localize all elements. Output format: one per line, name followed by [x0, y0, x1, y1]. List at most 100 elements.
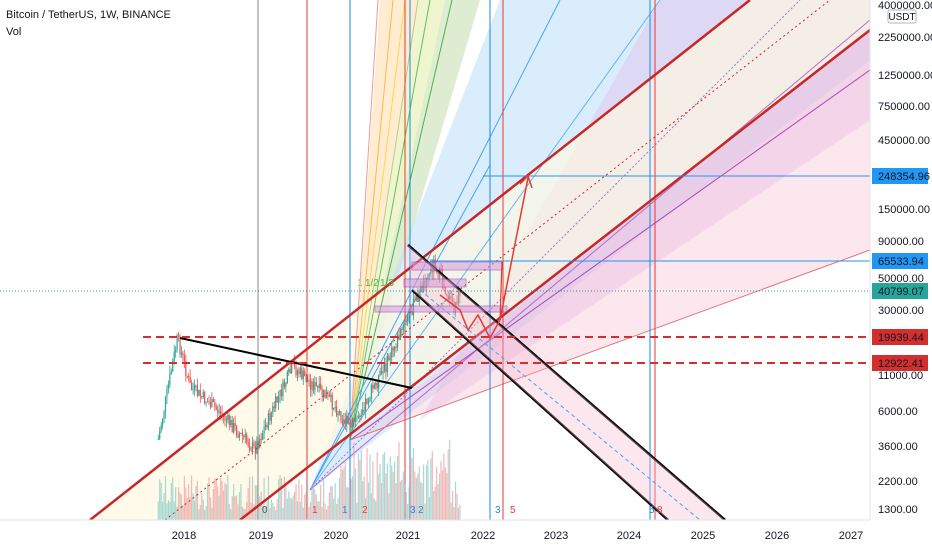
channel-upper — [89, 0, 751, 520]
volume-bar — [401, 479, 403, 520]
candle-body — [254, 445, 257, 454]
volume-bar — [433, 491, 435, 520]
volume-bar — [346, 487, 348, 520]
volume-bar — [166, 503, 168, 520]
volume-bar — [183, 476, 185, 520]
time-tick-label: 2020 — [324, 530, 348, 542]
volume-bar — [221, 480, 223, 520]
candle-body — [411, 310, 413, 315]
volume-bar — [228, 504, 230, 520]
volume-bar — [249, 476, 251, 520]
price-label-badge: 12922.41 — [872, 355, 928, 371]
volume-bar — [409, 456, 412, 520]
volume-bar — [398, 441, 400, 520]
price-tick-label: 11000.00 — [878, 370, 923, 382]
candle-body — [278, 396, 280, 403]
candle-body — [163, 411, 165, 419]
candle-body — [235, 426, 238, 436]
volume-bar — [378, 474, 380, 520]
time-tick-label: 2021 — [396, 530, 420, 542]
candle-body — [159, 430, 161, 440]
candle-body — [282, 381, 284, 397]
volume-bar — [162, 501, 164, 520]
volume-bar — [453, 507, 455, 520]
symbol-title[interactable]: Bitcoin / TetherUS, 1W, BINANCE — [6, 9, 171, 21]
price-label-text: 12922.41 — [878, 358, 924, 370]
volume-bar — [444, 467, 446, 520]
volume-bar — [353, 442, 355, 520]
candle-body — [208, 401, 210, 403]
volume-bar — [328, 492, 330, 520]
volume-indicator-label[interactable]: Vol — [6, 26, 22, 38]
volume-bar — [266, 501, 268, 520]
currency-badge-box[interactable] — [887, 9, 917, 24]
candle-body — [177, 335, 180, 337]
volume-bar — [331, 486, 333, 520]
fan-labels: 1 1/2 1/3 — [357, 278, 394, 289]
candle-body — [189, 376, 191, 384]
volume-bar — [356, 502, 358, 520]
cycle-marker: 3 — [410, 505, 416, 516]
volume-bar — [188, 484, 190, 520]
candle-body — [238, 433, 241, 438]
candle-body — [260, 438, 262, 440]
candle-body — [176, 335, 178, 350]
volume-bar — [217, 486, 219, 520]
time-tick-label: 2026 — [765, 530, 789, 542]
volume-bar — [350, 478, 352, 520]
volume-bar — [347, 487, 349, 520]
candle-body — [373, 384, 375, 389]
candle-body — [314, 382, 316, 391]
volume-bar — [201, 492, 203, 520]
volume-bar — [299, 502, 301, 520]
candle-body — [191, 383, 193, 390]
volume-bar — [182, 505, 184, 520]
candle-body — [240, 432, 242, 434]
candle-body — [417, 295, 419, 302]
zone-box-3 — [374, 305, 508, 313]
candle-body — [414, 299, 416, 301]
volume-bar — [167, 500, 170, 520]
black-downtrend — [179, 337, 413, 389]
candle-body — [228, 414, 230, 425]
candle-body — [415, 295, 417, 301]
candle-body — [259, 438, 261, 448]
volume-bar — [246, 501, 248, 520]
volume-bar — [396, 455, 399, 520]
volume-bar — [383, 451, 386, 520]
projection-arrowhead — [519, 174, 533, 189]
volume-bar — [415, 477, 417, 520]
candle-body — [322, 389, 325, 396]
volume-bar — [275, 509, 277, 520]
volume-bar — [247, 488, 249, 520]
candle-body — [420, 285, 422, 290]
volume-bar — [172, 477, 174, 520]
channel-lower — [239, 29, 870, 520]
volume-bar — [382, 454, 384, 520]
price-tick-label: 6000.00 — [878, 406, 918, 418]
candle-body — [182, 352, 184, 356]
candle-body — [340, 411, 342, 421]
volume-bar — [341, 469, 344, 520]
candle-body — [275, 396, 277, 409]
candle-body — [459, 290, 461, 296]
candle-body — [231, 420, 233, 433]
volume-bar — [454, 481, 457, 520]
volume-bar — [211, 507, 213, 520]
candle-body — [317, 385, 319, 388]
volume-bar — [311, 485, 313, 520]
volume-bar — [304, 494, 306, 520]
currency-badge: USDT — [888, 12, 915, 23]
candle-body — [237, 435, 239, 438]
volume-bar — [307, 482, 309, 520]
price-tick-label: 90000.00 — [878, 236, 924, 248]
cycle-marker: 0 — [262, 505, 268, 516]
candle-body — [308, 379, 310, 381]
candle-body — [320, 383, 322, 389]
volume-bar — [291, 498, 293, 520]
volume-bar — [351, 476, 354, 520]
price-label-badge: 40799.07 — [872, 283, 928, 299]
volume-bar — [370, 493, 373, 520]
